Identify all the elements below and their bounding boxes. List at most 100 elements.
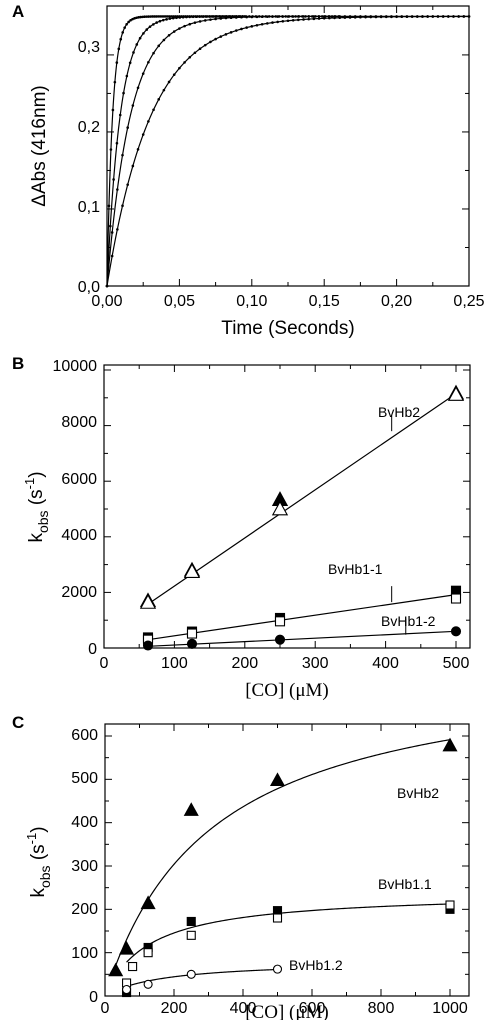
panel-a-trace-2-point [171, 16, 175, 20]
panel-c-y-tick-label: 500 [71, 770, 98, 787]
panel-a-trace-3-point [234, 16, 238, 19]
panel-a-trace-4-point [141, 133, 145, 136]
panel-b-y-tick-label: 6000 [61, 471, 97, 488]
panel-a-trace-4 [106, 15, 469, 287]
panel-a-trace-2-point [191, 15, 195, 19]
panel-a-trace-1-point [146, 15, 150, 18]
panel-a-trace-4-point [276, 20, 279, 24]
panel-a-y-tick-label: 0,2 [78, 119, 100, 136]
panel-c-point-bvhb2 [108, 962, 124, 977]
panel-c-point-bvhb1-1 [186, 930, 196, 940]
panel-a-trace-4-point [229, 31, 233, 34]
panel-c-point-bvhb2 [140, 895, 156, 910]
panel-a-trace-2-point [218, 15, 221, 18]
panel-b-point-bvhb1-1 [274, 616, 286, 627]
panel-b-fit-lines [147, 393, 457, 647]
panel-a-trace-2-point [161, 18, 165, 22]
panel-a-trace-1-point [119, 37, 123, 41]
panel-a-trace-2-point [168, 17, 172, 20]
panel-a-trace-4-point [224, 33, 228, 36]
panel-a-trace-1-point [141, 15, 144, 19]
panel-a-trace-3-point [224, 16, 228, 20]
panel-a-trace-3-point [312, 15, 316, 18]
panel-a-trace-4-point [209, 40, 212, 44]
panel-a-x-tick-label: 0,10 [236, 293, 267, 310]
panel-a-trace-4-point [317, 17, 321, 20]
panel-a-trace-2-point [125, 74, 129, 78]
panel-a-trace-3-point [291, 15, 295, 18]
panel-c-x-tick-label: 1000 [432, 1000, 468, 1017]
panel-a-x-tick-label: 0,20 [381, 293, 412, 310]
panel-a-letter: A [12, 2, 24, 21]
panel-a-x-tick-label: 0,15 [309, 293, 340, 310]
panel-c-fit-curve [126, 968, 278, 988]
panel-a-trace-3-point [266, 15, 269, 18]
panel-b-point-bvhb1-2 [186, 638, 198, 649]
panel-c-annotation: BvHb1.2 [289, 957, 343, 973]
panel-a-trace-2-point [152, 23, 155, 26]
panel-a-trace-4-point [343, 16, 347, 19]
panel-c-point-bvhb2 [269, 772, 286, 787]
panel-a-trace-1-point [111, 108, 115, 112]
panel-a-trace-4-point [131, 164, 135, 168]
panel-a-trace-3-point [183, 24, 186, 28]
panel-b-point-bvhb2 [271, 500, 289, 516]
panel-a-trace-1-point [154, 15, 158, 18]
panel-a-trace-2-point [181, 15, 185, 19]
panel-a-trace-2-point [118, 113, 122, 117]
panel-a-trace-3-point [172, 30, 176, 33]
panel-b-point-bvhb1-1 [450, 593, 462, 604]
panel-a-trace-4-point [400, 15, 404, 19]
panel-a-trace-1-point [137, 16, 140, 19]
panel-a-trace-2-point [135, 43, 139, 46]
panel-a-trace-1-point [129, 19, 132, 22]
panel-a-trace-3-point [302, 15, 305, 18]
panel-b-annotation: BvHb1-1 [328, 561, 383, 577]
panel-a-trace-4-point [281, 20, 285, 23]
panel-a-curves [105, 15, 471, 288]
panel-a-trace-4-point [333, 16, 336, 20]
panel-a-trace-1-point [131, 17, 134, 21]
panel-c-letter: C [12, 713, 24, 732]
panel-a-trace-2-point [122, 91, 125, 95]
panel-c-point-bvhb1-1 [445, 900, 455, 910]
panel-a-trace-3-point [116, 188, 119, 191]
panel-a-trace-4-point [297, 18, 300, 22]
panel-b-ticks [103, 365, 470, 649]
panel-a-trace-4-point [167, 80, 171, 84]
panel-a-trace-3-point [203, 19, 207, 22]
panel-a-trace-4-point [157, 98, 161, 101]
panel-a-trace-3-point [276, 15, 279, 18]
panel-a-trace-4-point [126, 183, 129, 186]
panel-a-trace-2-point [128, 61, 132, 65]
panel-a-trace-3-point [126, 126, 129, 129]
panel-a-frame [106, 5, 470, 287]
panel-a-trace-2-point [175, 16, 178, 20]
panel-a-trace-3-point [136, 86, 140, 90]
panel-b-fit-line [147, 630, 457, 647]
panel-c-point-bvhb1-1 [272, 906, 283, 916]
panel-a-trace-1-point [164, 15, 168, 18]
panel-a-trace-3-point [245, 15, 248, 19]
panel-a-trace-4-point [271, 21, 274, 24]
panel-c-x-tick-label: 0 [101, 1000, 110, 1017]
panel-b-y-axis-title: kobs (s-1) [22, 471, 51, 542]
panel-c-y-tick-label: 600 [71, 727, 98, 744]
panel-a-trace-4-point [105, 284, 109, 288]
panel-a-trace-4-point [410, 15, 414, 18]
panel-b-fit-line [147, 594, 457, 641]
panel-a: A 0,00 0,05 0,10 0,15 0,20 0,25 0,0 0,1 … [12, 2, 485, 339]
panel-c-y-tick-label: 0 [89, 989, 98, 1006]
panel-b-point-bvhb2 [447, 386, 465, 401]
panel-a-trace-1-point [166, 15, 170, 18]
panel-a-trace-1-point [115, 61, 119, 64]
panel-a-trace-4-point [441, 15, 445, 18]
panel-c-x-tick-label: 600 [299, 1000, 326, 1017]
panel-a-trace-1-point [145, 15, 148, 18]
panel-a-x-tick-label: 0,05 [164, 293, 195, 310]
panel-a-trace-4-point [436, 15, 440, 18]
panel-a-trace-1-point [107, 204, 111, 208]
panel-a-trace-4-point [395, 15, 398, 19]
panel-a-trace-3-point [188, 22, 192, 26]
